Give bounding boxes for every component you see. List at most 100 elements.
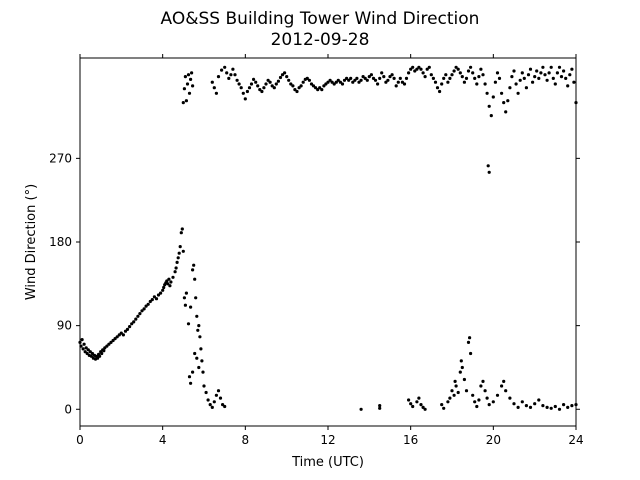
- y-tick-label: 180: [49, 235, 72, 249]
- data-point: [419, 403, 423, 407]
- data-point: [161, 288, 165, 292]
- data-point: [96, 356, 100, 360]
- data-point: [466, 69, 471, 73]
- data-point: [105, 344, 109, 348]
- chart-title: AO&SS Building Tower Wind Direction: [161, 9, 480, 29]
- data-point: [471, 393, 475, 397]
- data-point: [363, 76, 367, 80]
- data-point: [197, 324, 201, 328]
- data-point: [541, 65, 545, 69]
- data-point: [214, 91, 218, 95]
- x-tick-label: 12: [320, 433, 335, 447]
- data-point: [146, 302, 150, 306]
- data-point: [547, 71, 551, 75]
- data-point: [485, 91, 489, 95]
- x-tick-label: 0: [76, 433, 84, 447]
- data-point: [189, 305, 193, 309]
- plot-frame: [79, 57, 577, 427]
- data-point: [487, 170, 491, 174]
- data-point: [495, 71, 500, 75]
- data-point: [487, 104, 491, 108]
- data-point: [264, 82, 268, 86]
- data-point: [456, 67, 460, 71]
- data-point: [328, 78, 332, 82]
- data-point: [181, 249, 185, 253]
- data-point: [369, 73, 373, 77]
- data-point: [212, 86, 216, 90]
- data-point: [520, 400, 524, 404]
- data-point: [510, 75, 514, 79]
- data-point: [411, 404, 415, 409]
- data-point: [365, 78, 369, 82]
- data-point: [342, 78, 347, 82]
- data-point: [533, 402, 537, 406]
- data-point: [537, 76, 541, 80]
- data-point: [380, 71, 384, 75]
- data-point: [216, 75, 221, 79]
- data-point: [454, 65, 458, 69]
- data-point: [477, 398, 481, 402]
- data-point: [136, 314, 140, 318]
- data-point: [564, 76, 568, 80]
- data-point: [473, 400, 477, 404]
- data-point: [311, 84, 316, 88]
- data-point: [475, 82, 479, 86]
- data-point: [178, 245, 182, 249]
- data-point: [522, 76, 526, 80]
- data-point: [183, 303, 187, 307]
- data-point: [81, 347, 85, 351]
- data-point: [539, 71, 543, 75]
- data-point: [289, 82, 293, 86]
- data-point: [456, 390, 460, 395]
- data-point: [462, 80, 466, 84]
- data-point: [334, 80, 338, 84]
- y-axis-ticks: 0 90 180 270: [49, 151, 580, 416]
- data-point: [193, 351, 197, 356]
- data-point: [398, 76, 402, 80]
- data-point: [260, 89, 264, 94]
- data-point: [301, 80, 305, 84]
- data-point: [214, 393, 218, 397]
- data-point: [202, 384, 206, 388]
- data-point: [324, 82, 328, 86]
- data-point: [417, 396, 421, 400]
- data-point: [326, 80, 330, 84]
- data-point: [132, 320, 136, 324]
- data-point: [469, 65, 473, 69]
- data-point: [169, 280, 173, 284]
- data-point: [355, 76, 359, 80]
- data-point: [487, 403, 491, 407]
- data-point: [210, 80, 214, 84]
- data-point: [468, 336, 472, 340]
- data-point: [162, 285, 166, 290]
- data-point: [562, 69, 566, 73]
- data-point: [440, 403, 444, 407]
- data-point: [518, 78, 522, 82]
- data-point: [174, 266, 178, 270]
- data-point: [256, 84, 260, 88]
- data-point: [182, 87, 186, 91]
- data-point: [549, 406, 553, 410]
- data-point: [262, 86, 266, 90]
- data-point: [411, 65, 415, 69]
- data-point: [111, 338, 115, 343]
- data-point: [384, 80, 388, 84]
- x-tick-label: 16: [403, 433, 418, 447]
- data-point: [452, 69, 456, 73]
- data-point: [190, 71, 194, 75]
- data-point: [175, 260, 179, 264]
- data-point: [276, 79, 280, 83]
- data-point: [109, 340, 113, 344]
- data-point: [446, 400, 450, 404]
- data-point: [243, 97, 247, 101]
- data-point: [555, 71, 560, 75]
- data-point: [89, 354, 93, 358]
- data-point: [179, 231, 183, 235]
- x-tick-label: 8: [242, 433, 250, 447]
- data-point: [200, 359, 204, 363]
- data-point: [299, 84, 303, 88]
- data-point: [134, 317, 138, 321]
- data-point: [84, 346, 88, 350]
- data-point: [386, 78, 390, 82]
- data-point: [314, 86, 318, 90]
